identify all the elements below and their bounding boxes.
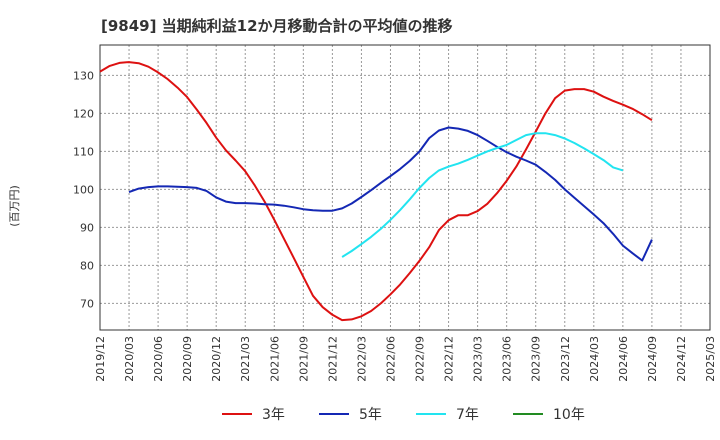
- y-tick-label: 110: [73, 145, 94, 158]
- grid: [100, 45, 710, 330]
- y-tick-label: 70: [80, 297, 94, 310]
- x-tick-label: 2024/09: [646, 336, 659, 382]
- x-tick-label: 2023/03: [472, 336, 485, 382]
- legend-label: 10年: [553, 407, 585, 423]
- y-tick-label: 90: [80, 221, 94, 234]
- y-axis-label: (百万円): [8, 185, 21, 227]
- x-tick-label: 2021/06: [268, 336, 281, 382]
- x-tick-label: 2020/06: [152, 336, 165, 382]
- x-tick-label: 2021/09: [297, 336, 310, 382]
- series-line-3年: [99, 61, 653, 322]
- x-tick-label: 2023/06: [501, 336, 514, 382]
- x-tick-label: 2023/12: [559, 336, 572, 382]
- y-tick-label: 130: [73, 69, 94, 82]
- x-tick-label: 2022/09: [414, 336, 427, 382]
- x-tick-label: 2023/09: [530, 336, 543, 382]
- x-tick-label: 2020/03: [123, 336, 136, 382]
- x-tick-label: 2020/09: [181, 336, 194, 382]
- y-tick-label: 120: [73, 107, 94, 120]
- series-line-5年: [128, 126, 653, 262]
- series-line-7年: [341, 132, 624, 258]
- legend-label: 5年: [359, 407, 382, 423]
- chart-title: [9849] 当期純利益12か月移動合計の平均値の推移: [101, 17, 453, 35]
- x-tick-label: 2024/06: [617, 336, 630, 382]
- legend-label: 3年: [262, 407, 285, 423]
- series-lines: [99, 61, 653, 322]
- x-tick-label: 2019/12: [94, 336, 107, 382]
- x-tick-label: 2022/12: [443, 336, 456, 382]
- legend-label: 7年: [456, 407, 479, 423]
- x-tick-label: 2022/06: [384, 336, 397, 382]
- x-tick-label: 2022/03: [355, 336, 368, 382]
- legend: 3年 5年 7年 10年: [222, 407, 585, 423]
- x-tick-label: 2024/03: [588, 336, 601, 382]
- x-tick-label: 2020/12: [210, 336, 223, 382]
- x-tick-labels: 2019/12 2020/03 2020/06 2020/09 2020/12 2021/…: [94, 336, 717, 382]
- x-tick-label: 2025/03: [704, 336, 717, 382]
- y-tick-label: 100: [73, 183, 94, 196]
- plot-area: [99, 44, 711, 331]
- x-tick-label: 2021/12: [326, 336, 339, 382]
- x-tick-label: 2021/03: [239, 336, 252, 382]
- y-tick-label: 80: [80, 259, 94, 272]
- x-tick-label: 2024/12: [675, 336, 688, 382]
- y-tick-labels: 70 80 90 100 110 120 130: [73, 69, 94, 310]
